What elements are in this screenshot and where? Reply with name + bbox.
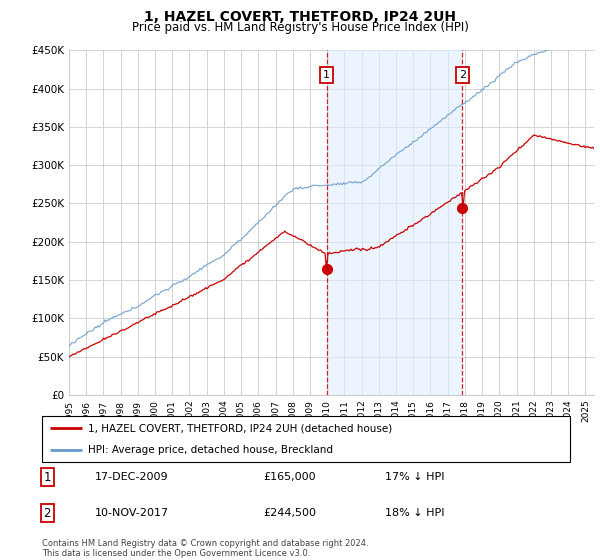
Text: 1: 1 (323, 70, 330, 80)
Text: 18% ↓ HPI: 18% ↓ HPI (385, 508, 445, 519)
Text: 2: 2 (44, 507, 51, 520)
Text: £165,000: £165,000 (264, 472, 316, 482)
Text: 10-NOV-2017: 10-NOV-2017 (95, 508, 169, 519)
Text: HPI: Average price, detached house, Breckland: HPI: Average price, detached house, Brec… (88, 445, 334, 455)
Text: Contains HM Land Registry data © Crown copyright and database right 2024.
This d: Contains HM Land Registry data © Crown c… (42, 539, 368, 558)
Text: 17-DEC-2009: 17-DEC-2009 (95, 472, 169, 482)
Text: 1, HAZEL COVERT, THETFORD, IP24 2UH: 1, HAZEL COVERT, THETFORD, IP24 2UH (144, 10, 456, 24)
Text: 2: 2 (459, 70, 466, 80)
Text: £244,500: £244,500 (264, 508, 317, 519)
Text: 1: 1 (44, 471, 51, 484)
Text: Price paid vs. HM Land Registry's House Price Index (HPI): Price paid vs. HM Land Registry's House … (131, 21, 469, 34)
Text: 1, HAZEL COVERT, THETFORD, IP24 2UH (detached house): 1, HAZEL COVERT, THETFORD, IP24 2UH (det… (88, 423, 393, 433)
Text: 17% ↓ HPI: 17% ↓ HPI (385, 472, 445, 482)
FancyBboxPatch shape (42, 416, 570, 462)
